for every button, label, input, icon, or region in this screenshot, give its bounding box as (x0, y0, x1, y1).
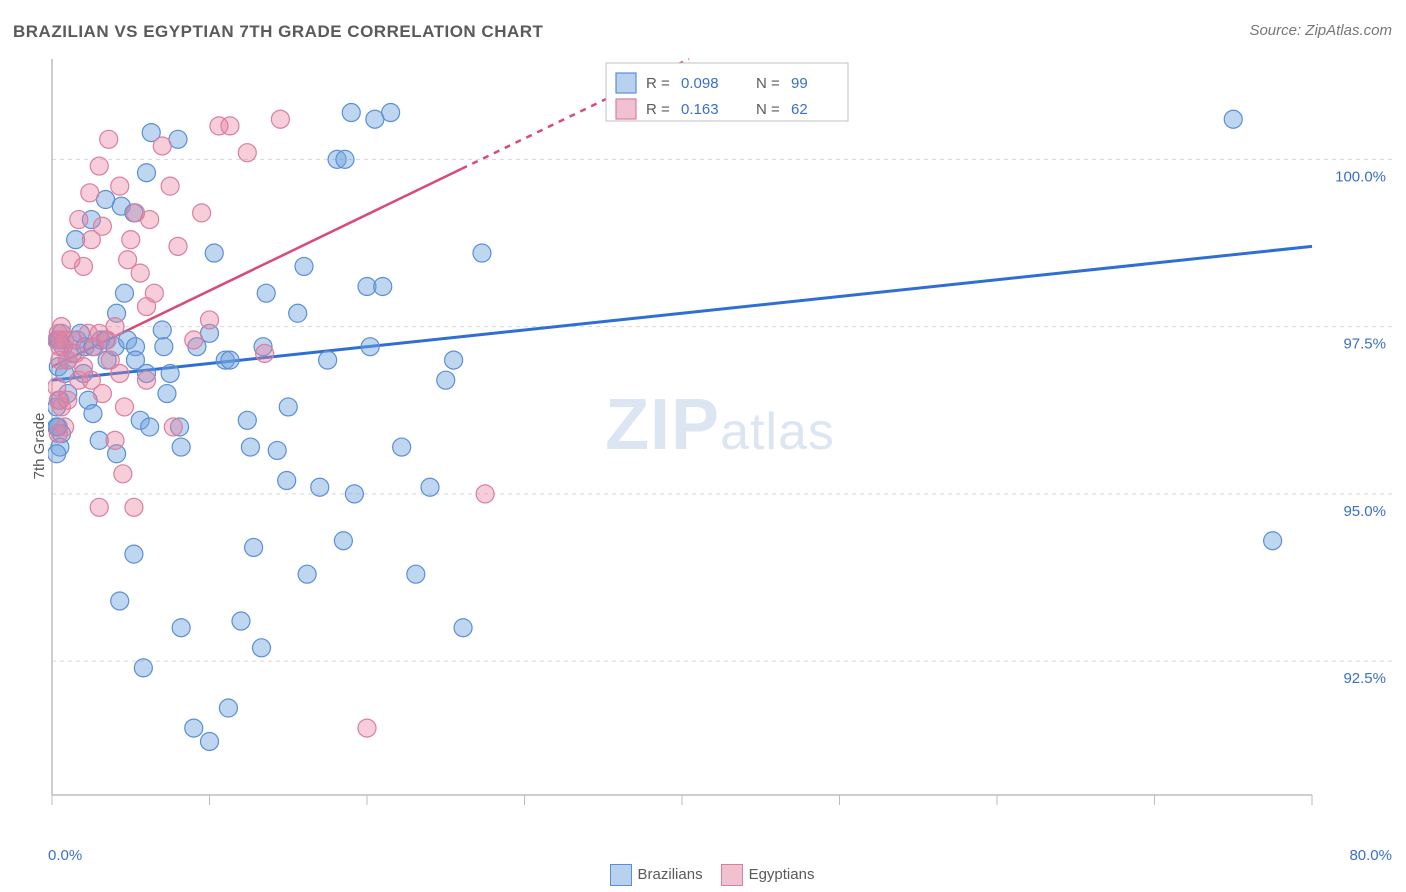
plot-area: 92.5% 95.0% 97.5% 100.0% R = 0.098 N = 99 R = 0.… (48, 55, 1392, 825)
legend-swatch (610, 864, 632, 886)
svg-text:N =: N = (756, 75, 780, 92)
chart-title: BRAZILIAN VS EGYPTIAN 7TH GRADE CORRELAT… (13, 22, 543, 42)
svg-text:99: 99 (791, 75, 808, 92)
scatter-chart: 92.5% 95.0% 97.5% 100.0% R = 0.098 N = 99 R = 0.… (48, 55, 1392, 825)
svg-text:R =: R = (646, 75, 670, 92)
svg-text:0.163: 0.163 (681, 101, 719, 118)
legend-label: Egyptians (749, 866, 815, 883)
svg-text:0.098: 0.098 (681, 75, 719, 92)
svg-text:N =: N = (756, 101, 780, 118)
chart-source: Source: ZipAtlas.com (1249, 22, 1392, 39)
svg-text:97.5%: 97.5% (1343, 336, 1386, 353)
y-axis-label: 7th Grade (31, 413, 48, 480)
svg-text:62: 62 (791, 101, 808, 118)
svg-text:R =: R = (646, 101, 670, 118)
svg-text:100.0%: 100.0% (1335, 168, 1386, 185)
x-axis-end-label: 80.0% (1349, 847, 1392, 864)
svg-text:92.5%: 92.5% (1343, 670, 1386, 687)
legend-swatch (721, 864, 743, 886)
svg-text:95.0%: 95.0% (1343, 503, 1386, 520)
legend-label: Brazilians (638, 866, 703, 883)
x-axis-start-label: 0.0% (48, 847, 82, 864)
bottom-legend: Brazilians Egyptians (0, 864, 1406, 886)
